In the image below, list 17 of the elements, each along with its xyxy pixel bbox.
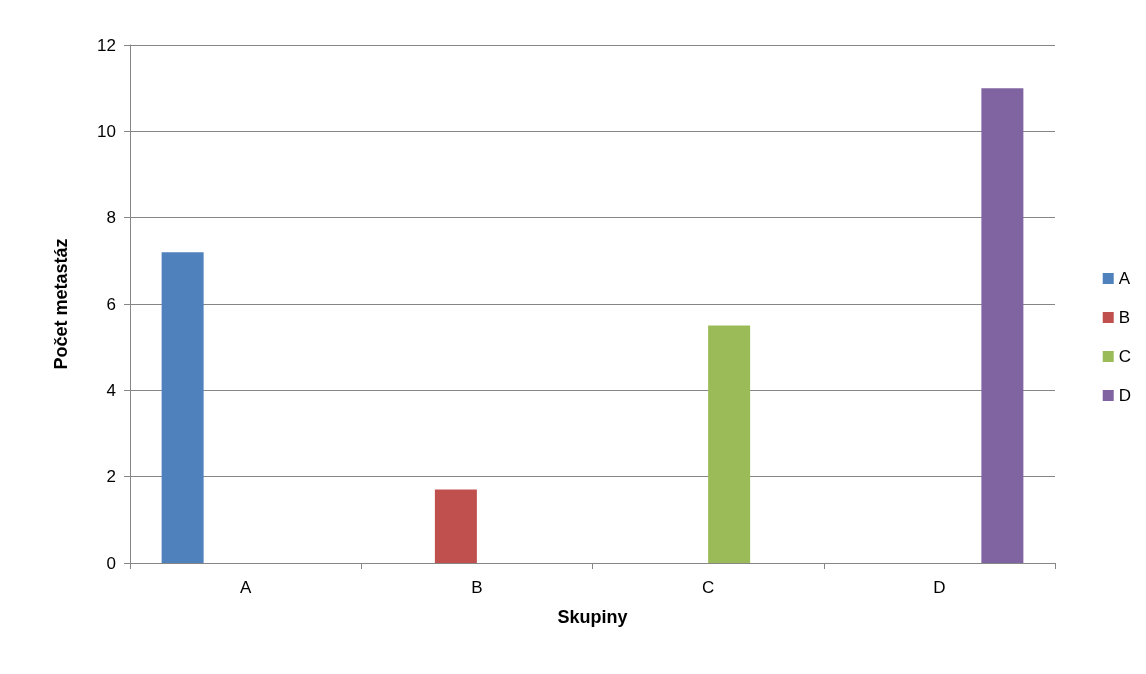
y-tick-label: 4	[106, 380, 116, 400]
legend-label: A	[1118, 269, 1131, 288]
legend-label: D	[1118, 386, 1131, 405]
y-tick-label: 12	[97, 35, 116, 55]
y-tick-label: 10	[97, 121, 116, 141]
x-tick-label: D	[933, 578, 946, 597]
x-axis-title: Skupiny	[557, 607, 628, 627]
x-tick-label: B	[471, 578, 483, 597]
x-tick-label: C	[701, 578, 715, 597]
x-tick-label: A	[239, 578, 252, 597]
legend-label: C	[1118, 347, 1131, 366]
y-tick-label: 0	[106, 553, 116, 573]
y-tick-label: 6	[106, 294, 116, 314]
y-tick-label: 8	[106, 208, 116, 228]
y-axis-title: Počet metastáz	[51, 238, 71, 370]
legend-label: B	[1118, 308, 1131, 327]
y-tick-label: 2	[106, 467, 116, 487]
